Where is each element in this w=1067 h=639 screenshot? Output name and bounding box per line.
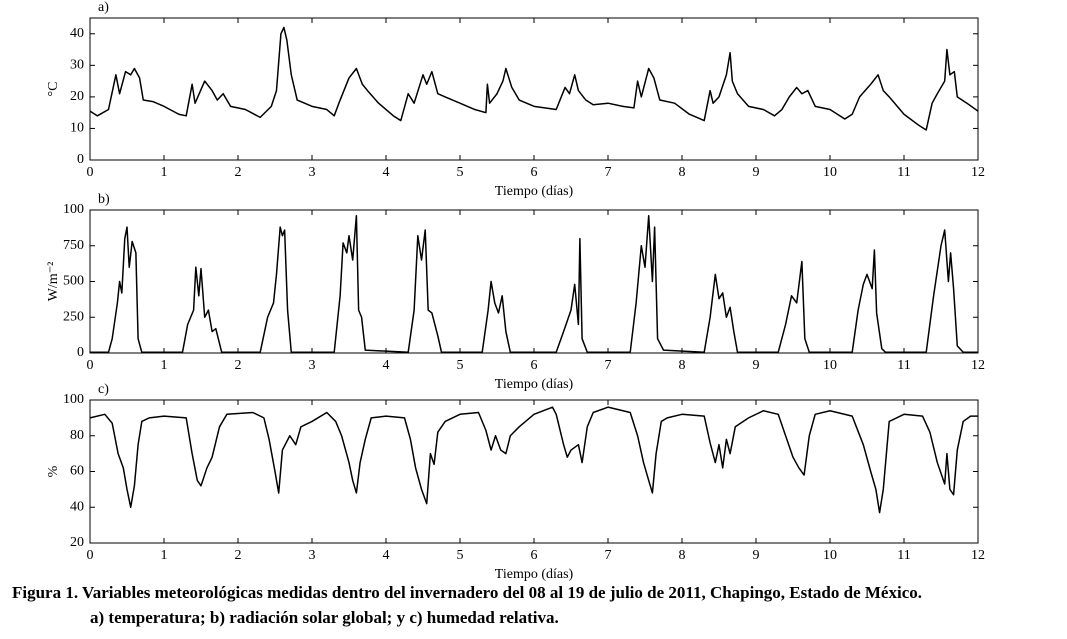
x-tick-label: 4 [383,548,390,563]
x-tick-label: 10 [823,358,837,373]
y-tick-label: 60 [70,464,84,479]
x-tick-label: 7 [605,358,612,373]
x-axis-label: Tiempo (días) [495,567,574,582]
x-tick-label: 0 [87,358,94,373]
y-tick-label: 750 [63,238,84,253]
x-tick-label: 11 [897,358,910,373]
plot-frame [89,17,979,161]
data-line [90,214,978,354]
x-tick-label: 1 [161,548,168,563]
x-tick-label: 6 [531,548,538,563]
caption-line: Figura 1. Variables meteorológicas medid… [12,583,922,602]
y-axis-label: % [46,465,61,477]
x-tick-label: 3 [309,358,316,373]
x-axis-label: Tiempo (días) [495,184,574,199]
x-tick-label: 11 [897,165,910,180]
x-tick-label: 9 [753,358,760,373]
y-tick-label: 40 [70,499,84,514]
x-tick-label: 1 [161,358,168,373]
y-tick-label: 30 [70,58,84,73]
y-tick-label: 80 [70,428,84,443]
x-tick-label: 4 [383,165,390,180]
y-tick-label: 100 [63,202,84,217]
x-tick-label: 12 [971,548,985,563]
x-tick-label: 2 [235,358,242,373]
x-tick-label: 6 [531,358,538,373]
x-tick-label: 7 [605,548,612,563]
x-tick-label: 5 [457,358,464,373]
x-tick-label: 5 [457,548,464,563]
x-tick-label: 3 [309,548,316,563]
x-tick-label: 10 [823,548,837,563]
y-axis-label: °C [46,82,61,97]
plot-frame [89,209,979,354]
x-tick-label: 5 [457,165,464,180]
x-tick-label: 0 [87,548,94,563]
x-tick-label: 6 [531,165,538,180]
x-tick-label: 3 [309,165,316,180]
x-tick-label: 1 [161,165,168,180]
x-tick-label: 7 [605,165,612,180]
panel-label: a) [98,0,109,15]
x-tick-label: 12 [971,165,985,180]
x-tick-label: 9 [753,548,760,563]
panel-label: b) [98,192,110,207]
panel-label: c) [98,382,109,397]
y-tick-label: 0 [77,152,84,167]
y-tick-label: 500 [63,274,84,289]
x-tick-label: 8 [679,165,686,180]
x-tick-label: 12 [971,358,985,373]
caption-line: a) temperatura; b) radiación solar globa… [90,608,559,627]
x-tick-label: 2 [235,548,242,563]
x-tick-label: 0 [87,165,94,180]
y-tick-label: 20 [70,89,84,104]
x-axis-label: Tiempo (días) [495,377,574,392]
data-line [89,406,978,514]
y-tick-label: 250 [63,309,84,324]
y-tick-label: 10 [70,121,84,136]
data-line [89,26,979,131]
x-tick-label: 11 [897,548,910,563]
x-tick-label: 2 [235,165,242,180]
y-axis-label: W/m⁻² [46,262,61,302]
y-tick-label: 0 [77,345,84,360]
x-tick-label: 8 [679,358,686,373]
x-tick-label: 8 [679,548,686,563]
x-tick-label: 9 [753,165,760,180]
y-tick-label: 40 [70,26,84,41]
x-tick-label: 4 [383,358,390,373]
y-tick-label: 20 [70,535,84,550]
x-tick-label: 10 [823,165,837,180]
y-tick-label: 100 [63,392,84,407]
